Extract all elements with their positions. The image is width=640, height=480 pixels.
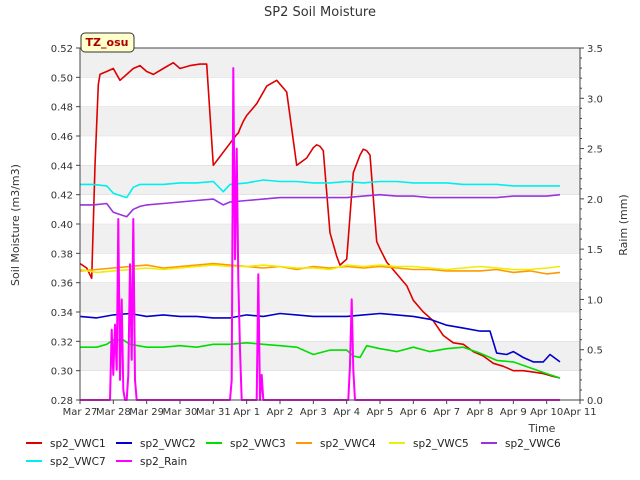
grid-band	[80, 106, 580, 136]
legend-label: sp2_VWC4	[320, 438, 376, 450]
x-tick-label: Mar 31	[196, 407, 231, 418]
x-tick-label: Apr 8	[467, 407, 494, 418]
legend-label: sp2_VWC5	[413, 438, 469, 450]
y-tick-label: 0.40	[51, 220, 73, 231]
legend-label: sp2_VWC2	[140, 438, 196, 450]
series-line-sp2_VWC7	[80, 179, 560, 199]
x-tick-label: Apr 3	[300, 407, 327, 418]
y-tick-label: 0.46	[51, 132, 73, 143]
legend-item-sp2_VWC5: sp2_VWC5	[389, 438, 469, 450]
y-tick-label: 0.32	[51, 337, 73, 348]
legend-item-sp2_VWC4: sp2_VWC4	[296, 438, 376, 450]
legend-label: sp2_VWC7	[50, 456, 106, 468]
y-axis-label: Soil Moisture (m3/m3)	[9, 164, 22, 286]
site-label: TZ_osu	[86, 36, 129, 49]
x-tick-label: Apr 4	[333, 407, 360, 418]
legend-item-sp2_Rain: sp2_Rain	[116, 456, 187, 468]
y2-tick-label: 3.0	[587, 94, 603, 105]
x-tick-label: Apr 5	[367, 407, 394, 418]
x-tick-label: Mar 28	[96, 407, 131, 418]
y2-tick-label: 3.5	[587, 44, 603, 55]
series-line-sp2_VWC4	[79, 262, 561, 275]
series-line-sp2_VWC6	[80, 193, 561, 218]
series-line-sp2_VWC1	[79, 61, 561, 379]
y-tick-label: 0.48	[51, 103, 73, 114]
y2-tick-label: 2.5	[587, 145, 603, 156]
x-tick-label: Mar 30	[163, 407, 198, 418]
y2-tick-label: 0.5	[587, 346, 603, 357]
y-axis-left: 0.28 0.30 0.32 0.34 0.36 0.38 0.40 0.42 0.44 0.46…	[51, 44, 80, 407]
legend-label: sp2_VWC3	[230, 438, 286, 450]
chart-title: SP2 Soil Moisture	[264, 5, 376, 20]
x-tick-label: Apr 2	[267, 407, 294, 418]
y-axis-right: 0.0 0.5 1.0 1.5 2.0 2.5 3.0 3.5	[580, 44, 603, 407]
legend-item-sp2_VWC6: sp2_VWC6	[481, 438, 561, 450]
grid-band	[80, 165, 580, 195]
legend: sp2_VWC1 sp2_VWC2 sp2_VWC3 sp2_VWC4 sp2_VWC5…	[26, 438, 561, 468]
y-tick-label: 0.50	[51, 73, 73, 84]
x-tick-label: Apr 9	[500, 407, 527, 418]
y2-tick-label: 0.0	[587, 396, 603, 407]
site-label-background	[80, 32, 135, 53]
site-label-box: TZ_osu	[80, 32, 135, 53]
y-tick-label: 0.36	[51, 279, 73, 290]
series-line-sp2_VWC5	[79, 264, 561, 274]
legend-item-sp2_VWC2: sp2_VWC2	[116, 438, 196, 450]
x-tick-label: Apr 1	[233, 407, 260, 418]
x-tick-label: Apr 11	[563, 407, 596, 418]
legend-label: sp2_Rain	[140, 456, 187, 468]
y2-tick-label: 1.0	[587, 295, 603, 306]
grid-band	[80, 48, 580, 78]
y2-tick-label: 1.5	[587, 245, 603, 256]
legend-item-sp2_VWC7: sp2_VWC7	[26, 456, 106, 468]
y-tick-label: 0.30	[51, 367, 73, 378]
legend-label: sp2_VWC6	[505, 438, 561, 450]
y-tick-label: 0.34	[51, 308, 73, 319]
y-tick-label: 0.42	[51, 191, 73, 202]
x-tick-label: Apr 6	[400, 407, 427, 418]
series-line-sp2_VWC2	[79, 312, 561, 363]
y-tick-label: 0.28	[51, 396, 73, 407]
legend-item-sp2_VWC1: sp2_VWC1	[26, 438, 106, 450]
y2-tick-label: 2.0	[587, 195, 603, 206]
grid-bands	[80, 48, 580, 401]
y-tick-label: 0.52	[51, 44, 73, 55]
grid-band	[80, 282, 580, 312]
y2-axis-label: Raim (mm)	[617, 194, 630, 255]
x-axis-label: Time	[528, 422, 556, 435]
x-tick-label: Mar 27	[63, 407, 98, 418]
x-tick-label: Apr 7	[433, 407, 460, 418]
series-line-sp2_VWC3	[80, 339, 561, 379]
legend-item-sp2_VWC3: sp2_VWC3	[206, 438, 286, 450]
grid-band	[80, 341, 580, 371]
legend-label: sp2_VWC1	[50, 438, 106, 450]
y-tick-label: 0.38	[51, 249, 73, 260]
x-tick-label: Apr 10	[530, 407, 563, 418]
x-tick-label: Mar 29	[129, 407, 164, 418]
y-tick-label: 0.44	[51, 161, 73, 172]
